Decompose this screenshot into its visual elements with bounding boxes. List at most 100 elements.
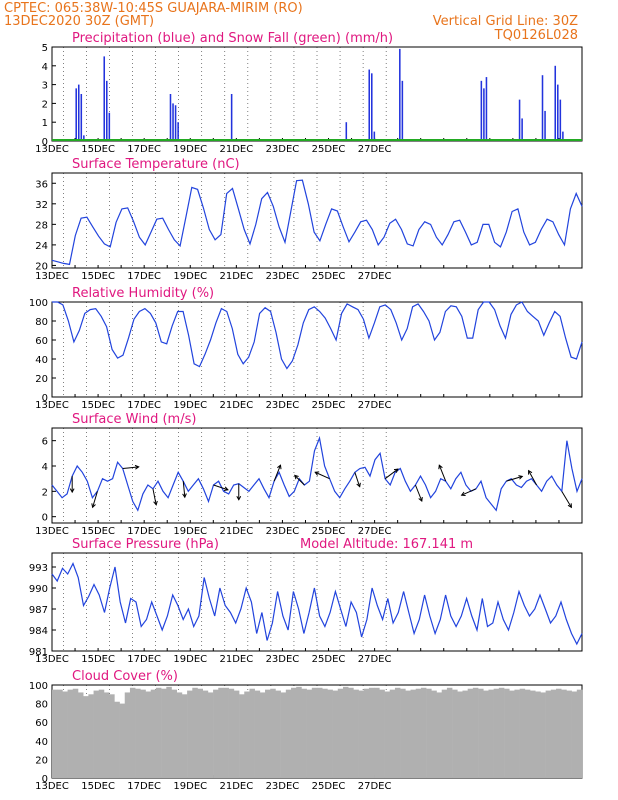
- wind-arrow-head: [518, 475, 524, 480]
- precip-bar: [557, 84, 559, 141]
- wind-arrow: [314, 471, 330, 480]
- cloud-bar: [306, 689, 313, 778]
- y-tick-label: 20: [35, 374, 48, 385]
- panel-title: Surface Temperature (nC): [72, 157, 240, 172]
- precip-bar: [483, 88, 485, 141]
- wind-arrow-shaft: [384, 468, 399, 480]
- precip-bar: [399, 48, 401, 141]
- wind-arrow-head: [91, 503, 96, 509]
- cloud-bar: [176, 692, 183, 778]
- station-header: CPTEC: 065:38W-10:45S GUAJARA-MIRIM (RO): [4, 1, 303, 16]
- cloud-bar: [291, 687, 297, 778]
- x-tick-label: 13DEC: [35, 526, 69, 537]
- wind-arrow-shaft: [414, 484, 423, 502]
- x-tick-label: 25DEC: [312, 144, 346, 155]
- x-tick-label: 25DEC: [312, 271, 346, 282]
- x-tick-label: 17DEC: [127, 526, 161, 537]
- cloud-bar: [181, 694, 188, 778]
- cloud-bar: [249, 688, 255, 778]
- x-tick-label: 27DEC: [358, 654, 392, 665]
- cloud-bar: [192, 687, 198, 778]
- cloud-bar: [478, 688, 484, 778]
- precip-bar: [368, 69, 371, 141]
- y-tick-label: 987: [29, 605, 48, 616]
- y-tick-label: 2: [42, 487, 48, 498]
- precip-bar: [544, 110, 546, 141]
- cloud-bar: [270, 688, 276, 778]
- x-tick-label: 13DEC: [35, 400, 69, 411]
- y-tick-label: 0: [42, 137, 48, 148]
- x-tick-label: 23DEC: [266, 781, 300, 792]
- y-tick-label: 60: [35, 336, 48, 347]
- wind-arrow-head: [438, 464, 443, 470]
- y-tick-label: 0: [42, 393, 48, 404]
- cloud-bar: [265, 689, 271, 778]
- panel-6: Cloud Cover (%) 0 20 40 60 80 100 13DEC 15DEC 17D…: [29, 669, 583, 792]
- x-tick-label: 21DEC: [219, 144, 253, 155]
- y-tick-label: 2: [42, 99, 48, 110]
- precip-bar: [230, 94, 233, 141]
- y-tick-label: 981: [29, 647, 48, 658]
- cloud-bar: [400, 688, 406, 778]
- panel-1: Precipitation (blue) and Snow Fall (gree…: [35, 31, 583, 155]
- precip-bar: [562, 131, 564, 141]
- wind-arrow-shaft: [315, 471, 330, 480]
- cloud-bar: [93, 690, 100, 778]
- cloud-bar: [431, 690, 437, 778]
- x-tick-label: 15DEC: [81, 400, 115, 411]
- cloud-bar: [384, 691, 391, 778]
- cloud-bar: [223, 687, 229, 778]
- wind-arrow-shaft: [152, 488, 157, 505]
- cloud-bar: [535, 691, 541, 778]
- wind-arrow-head: [182, 493, 187, 499]
- cloud-bar: [457, 691, 463, 778]
- wind-arrow-head: [294, 474, 299, 480]
- cloud-bar: [161, 688, 167, 778]
- y-tick-label: 40: [35, 355, 48, 366]
- x-tick-label: 23DEC: [266, 271, 300, 282]
- y-tick-label: 32: [35, 200, 48, 211]
- x-tick-label: 13DEC: [35, 654, 69, 665]
- series-line: [51, 562, 583, 646]
- cloud-bar: [207, 692, 214, 778]
- wind-arrow: [506, 475, 524, 482]
- wind-arrow-shaft: [122, 466, 139, 470]
- y-tick-label: 4: [42, 462, 48, 473]
- cloud-bar: [483, 690, 489, 778]
- wind-arrow: [236, 483, 242, 501]
- panel-2: Surface Temperature (nC) 20 24 28 32 36 13DEC 1…: [35, 157, 583, 282]
- x-tick-label: 15DEC: [81, 781, 115, 792]
- cloud-bar: [254, 690, 261, 778]
- cloud-bar: [83, 696, 89, 778]
- cloud-bar: [98, 689, 105, 778]
- wind-arrow-head: [528, 469, 533, 475]
- y-tick-label: 6: [42, 437, 48, 448]
- y-tick-label: 4: [42, 62, 48, 73]
- wind-arrow: [152, 488, 158, 506]
- wind-arrow-shaft: [182, 481, 186, 498]
- x-tick-label: 19DEC: [173, 654, 207, 665]
- precip-bar: [172, 103, 174, 141]
- cloud-bar: [556, 688, 562, 778]
- cloud-bar: [488, 689, 494, 778]
- precip-bar: [345, 122, 348, 141]
- cloud-bar: [322, 688, 328, 778]
- wind-arrow-head: [567, 503, 572, 509]
- x-tick-label: 19DEC: [173, 526, 207, 537]
- wind-arrow-head: [356, 482, 361, 488]
- cloud-bar: [202, 690, 209, 778]
- y-tick-label: 80: [35, 700, 48, 711]
- wind-arrow: [460, 488, 477, 496]
- x-tick-label: 15DEC: [81, 144, 115, 155]
- precip-bar: [521, 118, 523, 141]
- cloud-bar: [472, 687, 479, 778]
- wind-arrow-shaft: [273, 465, 281, 482]
- wind-arrow: [294, 474, 305, 486]
- cloud-bar: [129, 687, 136, 778]
- x-tick-label: 13DEC: [35, 144, 69, 155]
- wind-arrow-shaft: [438, 465, 447, 482]
- precip-bar: [554, 65, 557, 141]
- wind-arrow-head: [393, 468, 399, 473]
- panel-3: Relative Humidity (%) 0 20 40 60 80 100 13DEC 15…: [29, 286, 583, 411]
- y-tick-label: 100: [29, 298, 48, 309]
